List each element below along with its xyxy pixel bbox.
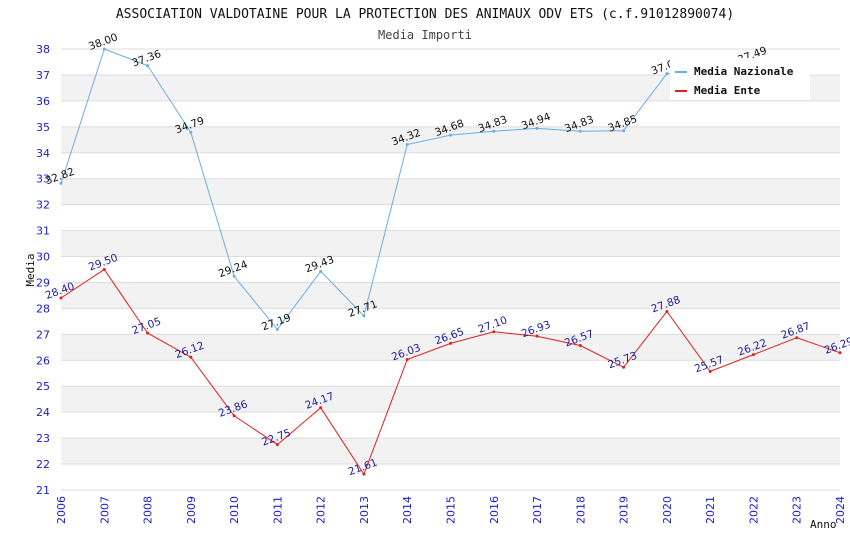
data-point-media-nazionale (535, 126, 539, 130)
data-point-media-ente (146, 331, 150, 335)
y-axis-title: Media (24, 253, 37, 286)
data-point-media-nazionale (189, 130, 193, 134)
grid-lines (61, 48, 840, 491)
data-point-media-ente (838, 351, 842, 355)
x-tick-label: 2006 (55, 496, 68, 524)
x-tick-label: 2024 (834, 496, 847, 524)
data-point-media-ente (102, 268, 106, 271)
data-point-media-ente (665, 310, 669, 314)
data-point-media-ente (622, 365, 626, 369)
x-tick-label: 2020 (661, 496, 674, 524)
data-point-media-nazionale (319, 269, 323, 273)
data-point-media-ente (492, 330, 496, 334)
x-tick-label: 2023 (791, 496, 804, 524)
chart-subtitle: Media Importi (378, 28, 472, 42)
series-line-media-nazionale (60, 48, 754, 331)
x-tick-label: 2008 (142, 496, 155, 524)
data-point-media-nazionale (665, 72, 669, 76)
data-point-media-nazionale (146, 64, 150, 68)
y-tick-label: 26 (36, 354, 50, 367)
data-point-media-ente (449, 341, 452, 345)
y-tick-label: 24 (36, 406, 50, 419)
y-tick-label: 32 (36, 199, 50, 212)
data-point-media-nazionale (59, 181, 63, 185)
y-axis-ticks: 21 22 23 24 25 26 27 28 29 30 31 32 33 34 35 36 37 38 (36, 43, 50, 497)
x-axis-title: Anno (810, 518, 837, 531)
data-point-media-nazionale (102, 47, 106, 51)
y-tick-label: 36 (36, 95, 50, 108)
data-point-media-nazionale (492, 129, 496, 133)
x-tick-label: 2011 (271, 496, 284, 524)
data-point-media-ente (578, 344, 582, 348)
x-tick-label: 2018 (574, 496, 587, 524)
y-tick-label: 37 (36, 69, 50, 82)
x-tick-label: 2014 (401, 496, 414, 524)
x-tick-label: 2019 (618, 496, 631, 524)
data-point-media-ente (795, 336, 799, 340)
x-axis-ticks: 2006 2007 2008 2009 2010 2011 2012 2013 2014 2015… (55, 496, 847, 524)
data-point-media-ente (405, 358, 409, 362)
data-point-media-ente (751, 353, 755, 357)
data-point-media-ente (319, 406, 323, 410)
x-tick-label: 2009 (185, 496, 198, 524)
grid-band (61, 438, 840, 465)
x-tick-label: 2013 (358, 496, 371, 524)
x-tick-label: 2012 (315, 496, 328, 524)
data-point-media-nazionale (622, 129, 626, 133)
x-tick-label: 2010 (228, 496, 241, 524)
data-point-media-nazionale (275, 327, 279, 331)
data-point-media-nazionale (362, 314, 366, 318)
data-point-media-ente (708, 369, 712, 373)
data-point-media-ente (362, 472, 366, 476)
data-point-media-ente (189, 355, 193, 359)
grid-band (61, 386, 840, 413)
y-tick-label: 23 (36, 432, 50, 445)
data-point-media-nazionale (232, 274, 236, 278)
data-point-media-nazionale (578, 129, 582, 133)
y-tick-label: 28 (36, 302, 50, 315)
data-point-media-ente (275, 443, 279, 447)
x-tick-label: 2015 (445, 496, 458, 524)
x-tick-label: 2007 (98, 496, 111, 524)
grid-bands (61, 74, 840, 465)
x-tick-label: 2017 (531, 496, 544, 524)
data-point-media-ente (535, 334, 539, 338)
x-tick-label: 2016 (488, 496, 501, 524)
y-tick-label: 27 (36, 328, 50, 341)
data-point-media-ente (232, 414, 236, 418)
y-tick-label: 30 (36, 251, 50, 264)
legend: Media Nazionale Media Ente (670, 58, 810, 100)
grid-band (61, 282, 840, 309)
legend-label-media-nazionale: Media Nazionale (694, 65, 794, 78)
y-tick-label: 33 (36, 173, 50, 186)
chart-title: ASSOCIATION VALDOTAINE POUR LA PROTECTIO… (116, 7, 734, 22)
legend-box (670, 58, 810, 100)
legend-label-media-ente: Media Ente (694, 84, 761, 97)
x-tick-label: 2022 (747, 496, 760, 524)
grid-band (61, 178, 840, 205)
grid-band (61, 230, 840, 257)
data-point-media-ente (59, 296, 63, 300)
y-tick-label: 35 (36, 121, 50, 134)
y-tick-label: 25 (36, 380, 50, 393)
y-tick-label: 38 (36, 43, 50, 56)
y-tick-label: 21 (36, 484, 50, 497)
y-tick-label: 34 (36, 147, 50, 160)
x-tick-label: 2021 (704, 496, 717, 524)
y-tick-label: 29 (36, 276, 50, 289)
data-point-media-nazionale (449, 133, 452, 137)
y-tick-label: 31 (36, 225, 50, 238)
data-point-media-nazionale (405, 142, 409, 146)
y-tick-label: 22 (36, 458, 50, 471)
